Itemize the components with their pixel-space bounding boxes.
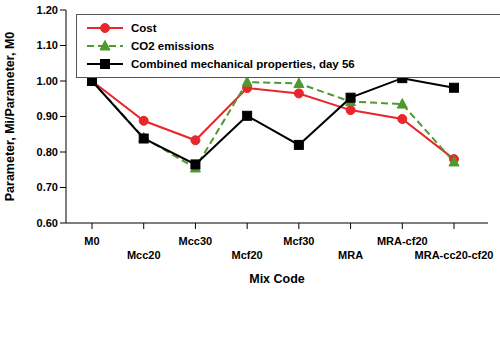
svg-text:Parameter, Mi/Parameter, M0: Parameter, Mi/Parameter, M0 (8, 32, 17, 202)
svg-text:1.10: 1.10 (37, 39, 58, 51)
svg-text:MRA-cf20: MRA-cf20 (377, 235, 428, 247)
svg-text:0.90: 0.90 (37, 110, 58, 122)
svg-text:MRA: MRA (338, 249, 363, 261)
svg-text:0.70: 0.70 (37, 181, 58, 193)
svg-text:Mcf20: Mcf20 (232, 249, 263, 261)
svg-text:Mcc20: Mcc20 (127, 249, 161, 261)
svg-text:0.60: 0.60 (37, 217, 58, 229)
svg-text:M0: M0 (84, 235, 99, 247)
svg-text:1.20: 1.20 (37, 4, 58, 16)
svg-text:MRA-cc20-cf20: MRA-cc20-cf20 (415, 249, 492, 261)
svg-text:Mix Code: Mix Code (249, 272, 305, 286)
svg-text:Mcc30: Mcc30 (179, 235, 213, 247)
html-text:CO2 emissions: CO2 emissions (131, 40, 215, 52)
svg-text:1.00: 1.00 (37, 75, 58, 87)
svg-text:0.80: 0.80 (37, 146, 58, 158)
html-text:Cost: Cost (131, 22, 157, 34)
svg-text:Mcf30: Mcf30 (283, 235, 314, 247)
html-text:Combined mechanical properties: Combined mechanical properties, day 56 (131, 58, 355, 70)
